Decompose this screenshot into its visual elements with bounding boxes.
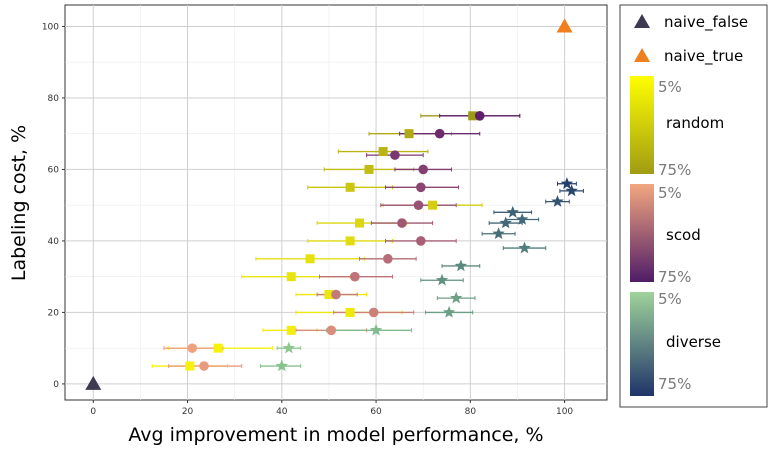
data-marks (85, 18, 584, 390)
naive_false-point (85, 375, 102, 390)
scod-point (187, 343, 198, 353)
diverse-point (275, 359, 288, 372)
diverse-point (435, 273, 449, 286)
diverse-point (565, 184, 578, 197)
random-point (324, 290, 334, 300)
diverse-title: diverse (666, 333, 721, 351)
diverse-point (369, 323, 383, 336)
naive_true-point (556, 18, 573, 33)
random-point (428, 200, 438, 210)
legend-label-naive-false: naive_false (664, 13, 748, 32)
scod-point (434, 128, 445, 139)
scod-point (383, 254, 393, 264)
x-tick-label: 40 (276, 407, 288, 417)
y-tick-label: 60 (48, 165, 60, 175)
diverse-point (499, 216, 512, 229)
naive-true-triangle-icon (634, 48, 650, 62)
scod-point (331, 289, 341, 300)
legend: naive_false naive_true 5% random 75% 5% … (619, 4, 768, 408)
random-title: random (666, 114, 724, 132)
scod-title: scod (666, 226, 701, 244)
diverse-point (282, 341, 296, 354)
random-point (286, 325, 296, 335)
diverse-point (450, 291, 463, 304)
random-point (355, 218, 365, 228)
diverse-colorbar (630, 292, 654, 396)
random-point (345, 182, 355, 192)
diverse-point (560, 177, 574, 189)
diverse-point (492, 227, 505, 240)
random-point (345, 307, 355, 317)
y-tick-label: 100 (42, 22, 59, 32)
random-point (286, 272, 296, 282)
y-tick-label: 80 (48, 94, 60, 104)
diverse-low-label: 5% (658, 290, 682, 308)
y-tick-label: 40 (48, 237, 60, 247)
scod-point (397, 218, 407, 228)
axis-ticks: 0 20 40 60 80 100 0 20 40 60 80 100 (42, 22, 574, 417)
plot-panel (64, 4, 608, 401)
random-low-label: 5% (658, 78, 682, 96)
diverse-point (454, 259, 468, 272)
x-tick-label: 60 (370, 407, 382, 417)
x-tick-label: 100 (556, 407, 573, 417)
scod-point (350, 271, 360, 282)
diverse-point (515, 212, 529, 225)
scod-high-label: 75% (658, 268, 691, 286)
diverse-high-label: 75% (658, 375, 691, 393)
x-tick-label: 80 (465, 407, 477, 417)
random-point (305, 254, 315, 264)
scod-point (416, 182, 426, 193)
diverse-point (551, 195, 564, 207)
scod-point (418, 164, 428, 175)
scod-colorbar (630, 184, 654, 282)
diverse-point (506, 205, 519, 218)
x-tick-label: 20 (182, 407, 194, 417)
random-point (378, 147, 388, 157)
random-high-label: 75% (658, 161, 691, 179)
random-point (345, 236, 355, 246)
scod-point (368, 307, 379, 318)
random-point (213, 343, 223, 353)
diverse-point (518, 241, 531, 254)
scod-point (474, 111, 485, 121)
y-axis-title: Labeling cost, % (8, 125, 30, 281)
random-point (468, 111, 478, 121)
random-point (364, 164, 374, 174)
scod-point (390, 150, 400, 160)
y-tick-label: 0 (53, 380, 59, 390)
scod-point (416, 236, 426, 246)
scod-point (326, 325, 337, 336)
y-tick-label: 20 (48, 308, 60, 318)
scod-low-label: 5% (658, 184, 682, 202)
naive-false-triangle-icon (634, 14, 650, 28)
legend-label-naive-true: naive_true (664, 47, 743, 66)
x-tick-label: 0 (90, 407, 96, 417)
scod-point (413, 200, 424, 210)
x-axis-title: Avg improvement in model performance, % (128, 424, 543, 446)
scod-point (199, 361, 209, 371)
random-point (185, 361, 195, 371)
random-colorbar (630, 76, 654, 174)
diverse-point (442, 305, 456, 318)
random-point (404, 129, 414, 139)
